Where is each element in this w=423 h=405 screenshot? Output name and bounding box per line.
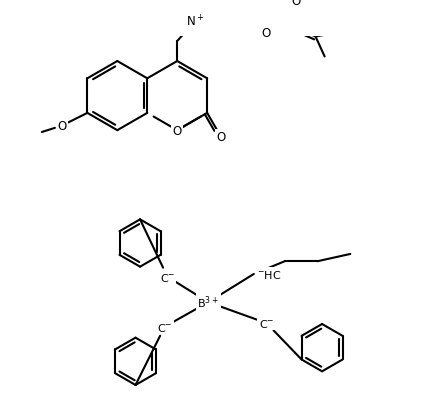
Text: O: O [173,124,182,137]
Text: O: O [291,0,300,8]
Text: C$^{-}$: C$^{-}$ [259,317,274,329]
Text: C$^{-}$: C$^{-}$ [157,321,173,333]
Text: O: O [216,131,225,144]
Text: O: O [57,120,66,133]
Text: B$^{3+}$: B$^{3+}$ [198,294,219,311]
Text: $^{-}$HC: $^{-}$HC [258,268,282,280]
Text: C$^{-}$: C$^{-}$ [159,271,175,283]
Text: O: O [262,27,271,40]
Text: N$^+$: N$^+$ [186,14,205,30]
